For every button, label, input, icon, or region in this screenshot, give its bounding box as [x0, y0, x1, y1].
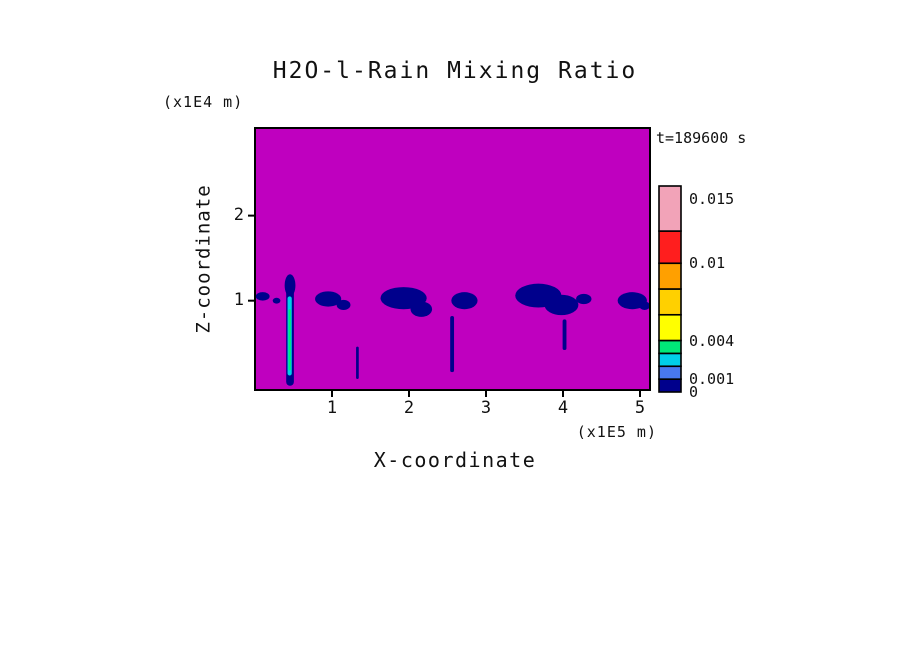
rain-cell — [336, 299, 351, 311]
rain-cell — [576, 293, 592, 305]
colorbar-tick-label: 0.015 — [689, 189, 735, 208]
rain-streak — [450, 315, 455, 373]
x-tick-label: 5 — [634, 398, 646, 418]
rain-cells — [255, 274, 650, 386]
colorbar-segment — [658, 352, 682, 368]
colorbar-segment — [658, 313, 682, 342]
chart-title: H2O-l-Rain Mixing Ratio — [272, 58, 638, 84]
rain-cell — [255, 292, 270, 301]
heatmap-plot — [248, 127, 651, 397]
x-tick-label: 1 — [326, 398, 338, 418]
rain-streak — [288, 309, 291, 371]
colorbar-segment — [658, 230, 682, 265]
colorbar-tick-label: 0.01 — [689, 254, 726, 273]
colorbar-segment — [658, 185, 682, 232]
x-tick-label: 3 — [480, 398, 492, 418]
z-tick-label: 1 — [233, 289, 244, 310]
colorbar-segment — [658, 365, 682, 380]
colorbar-tick-label: 0.004 — [689, 331, 735, 350]
colorbar-tick-label: 0.001 — [689, 370, 735, 389]
x-tick-label: 2 — [403, 398, 415, 418]
rain-streak — [356, 346, 359, 379]
colorbar — [658, 185, 682, 393]
rain-cell — [272, 297, 281, 304]
colorbar-segment — [658, 288, 682, 316]
z-axis-title: Z-coordinate — [193, 184, 215, 334]
plot-frame — [254, 127, 651, 391]
rain-cell — [410, 301, 433, 317]
rain-cell — [451, 292, 478, 310]
x-tick-label: 4 — [557, 398, 569, 418]
rain-cell — [639, 301, 650, 311]
colorbar-segment — [658, 378, 682, 393]
x-axis-title: X-coordinate — [373, 448, 537, 472]
x-axis-units: (x1E5 m) — [576, 423, 657, 441]
colorbar-segment — [658, 262, 682, 290]
z-axis-title-container: Z-coordinate — [186, 128, 222, 390]
rain-cell — [544, 294, 579, 316]
rain-streak — [562, 319, 567, 351]
colorbar-segment — [658, 339, 682, 355]
time-label: t=189600 s — [656, 129, 747, 147]
z-axis-units: (x1E4 m) — [163, 93, 244, 111]
z-tick-label: 2 — [233, 204, 244, 225]
rain-cell — [315, 291, 342, 307]
colorbar-tick-label: 0 — [689, 383, 699, 401]
